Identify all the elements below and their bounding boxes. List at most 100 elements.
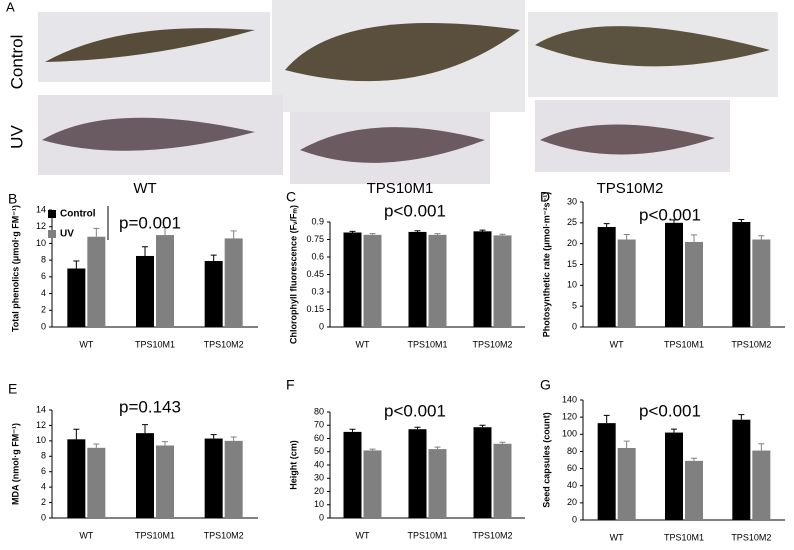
- leaf: [535, 26, 770, 67]
- y-axis-label: Chlorophyll fluorescence (Fᵥ/Fₘ): [288, 205, 298, 344]
- x-tick-label: TPS10M2: [731, 532, 771, 542]
- bar: [597, 423, 616, 520]
- y-tick-label: 25: [567, 217, 577, 227]
- chart: 0 2 4 6 8 10 12 14 WT TPS10M1 TPS10M2 Total phenoli…: [8, 191, 258, 349]
- y-tick-label: 10: [36, 435, 46, 445]
- bar: [617, 239, 636, 327]
- error-bar: [142, 424, 148, 434]
- y-tick-label: 15: [567, 259, 577, 269]
- y-tick-label: 60: [314, 433, 324, 443]
- column-label: WT: [133, 180, 156, 197]
- error-bar: [369, 233, 376, 235]
- y-tick-label: 8: [41, 255, 46, 265]
- bar: [408, 231, 427, 327]
- y-tick-label: 0.9: [311, 216, 324, 226]
- bar: [493, 443, 512, 518]
- error-bar: [142, 246, 148, 256]
- y-axis-label: Height (cm): [288, 440, 298, 490]
- bar: [87, 447, 106, 518]
- x-tick-label: WT: [610, 339, 624, 349]
- bar: [473, 427, 492, 518]
- y-axis-label: MDA (nmol·g FM⁻¹): [10, 423, 20, 505]
- y-tick-label: 20: [314, 486, 324, 496]
- column-label: TPS10M1: [367, 180, 434, 197]
- y-axis-label: Total phenolics (μmol·g FM⁻¹): [10, 205, 20, 332]
- chart: 0 2 4 6 8 10 12 14 WT TPS10M1 TPS10M2 MDA (nmol·g F…: [8, 381, 258, 540]
- error-bar: [434, 446, 441, 450]
- error-bar: [73, 260, 80, 269]
- y-tick-label: 80: [567, 446, 577, 456]
- error-bar: [758, 235, 765, 240]
- error-bar: [230, 230, 237, 239]
- y-axis-label: Seed capsules (count): [541, 412, 551, 508]
- error-bar: [349, 428, 356, 432]
- legend-label: Control: [60, 209, 96, 220]
- bar: [473, 231, 492, 327]
- y-tick-label: 30: [314, 473, 324, 483]
- error-bar: [623, 234, 630, 240]
- x-tick-label: TPS10M1: [135, 339, 175, 349]
- panel-letter: F: [286, 377, 295, 393]
- error-bar: [479, 229, 486, 232]
- annotation: p<0.001: [639, 205, 701, 224]
- leaf: [300, 127, 485, 163]
- y-tick-label: 30: [567, 196, 577, 206]
- y-tick-label: 0: [41, 321, 46, 331]
- error-bar: [414, 426, 421, 430]
- x-tick-label: TPS10M2: [472, 339, 512, 349]
- y-tick-label: 0.45: [306, 269, 324, 279]
- bar: [685, 460, 703, 520]
- y-tick-label: 0: [572, 514, 577, 524]
- x-tick-label: TPS10M1: [407, 339, 447, 349]
- bar: [156, 445, 174, 518]
- bar: [493, 235, 512, 327]
- bar: [204, 438, 223, 518]
- y-tick-label: 40: [314, 459, 324, 469]
- y-tick-label: 14: [36, 204, 46, 214]
- x-tick-label: WT: [79, 530, 93, 540]
- bar: [363, 234, 382, 327]
- leaf: [45, 28, 255, 62]
- x-tick-label: TPS10M1: [664, 339, 704, 349]
- bar: [224, 440, 243, 518]
- bar: [67, 439, 86, 518]
- y-tick-label: 12: [36, 221, 46, 231]
- bar: [67, 268, 86, 327]
- bar: [685, 242, 703, 327]
- x-tick-label: TPS10M2: [204, 530, 244, 540]
- panel-letter: G: [540, 377, 551, 393]
- error-bar: [738, 219, 745, 222]
- x-tick-label: WT: [79, 339, 93, 349]
- x-tick-label: TPS10M2: [731, 339, 771, 349]
- bar: [597, 227, 616, 327]
- row-label: Control: [7, 35, 26, 90]
- y-tick-label: 4: [41, 482, 46, 492]
- row-label: UV: [7, 125, 26, 149]
- y-tick-label: 60: [567, 463, 577, 473]
- y-tick-label: 0: [319, 321, 324, 331]
- error-bar: [691, 234, 697, 242]
- y-tick-label: 20: [567, 238, 577, 248]
- panel-letter: A: [6, 0, 15, 14]
- x-tick-label: TPS10M2: [204, 339, 244, 349]
- y-tick-label: 2: [41, 497, 46, 507]
- bar: [732, 222, 751, 327]
- error-bar: [499, 441, 506, 444]
- y-tick-label: 0.75: [306, 234, 324, 244]
- bar: [363, 450, 382, 518]
- y-tick-label: 10: [567, 280, 577, 290]
- panel-letter: C: [286, 189, 296, 205]
- error-bar: [349, 230, 356, 233]
- legend-swatch: [48, 230, 56, 238]
- y-tick-label: 4: [41, 288, 46, 298]
- error-bar: [479, 424, 486, 428]
- bar: [665, 222, 683, 327]
- y-tick-label: 0.15: [306, 304, 324, 314]
- x-tick-label: TPS10M1: [135, 530, 175, 540]
- x-tick-label: WT: [610, 532, 624, 542]
- bar: [224, 238, 243, 327]
- annotation: p<0.001: [384, 201, 446, 220]
- x-tick-label: TPS10M1: [407, 530, 447, 540]
- error-bar: [230, 436, 237, 441]
